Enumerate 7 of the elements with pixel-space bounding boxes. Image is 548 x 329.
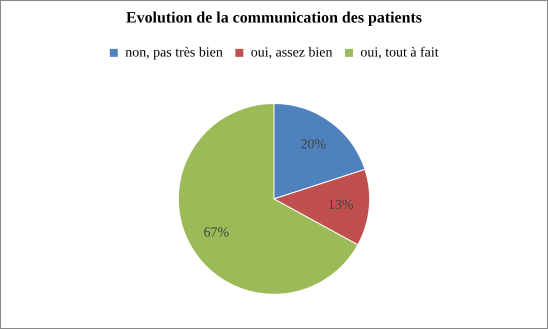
legend-label: non, pas très bien [125,46,223,61]
chart-title: Evolution de la communication des patients [126,10,422,27]
data-label: 67% [204,226,230,241]
data-label: 20% [300,138,327,152]
legend-label: oui, assez bien [250,46,332,61]
data-label: 13% [328,198,354,213]
legend-label: oui, tout à fait [360,46,439,61]
